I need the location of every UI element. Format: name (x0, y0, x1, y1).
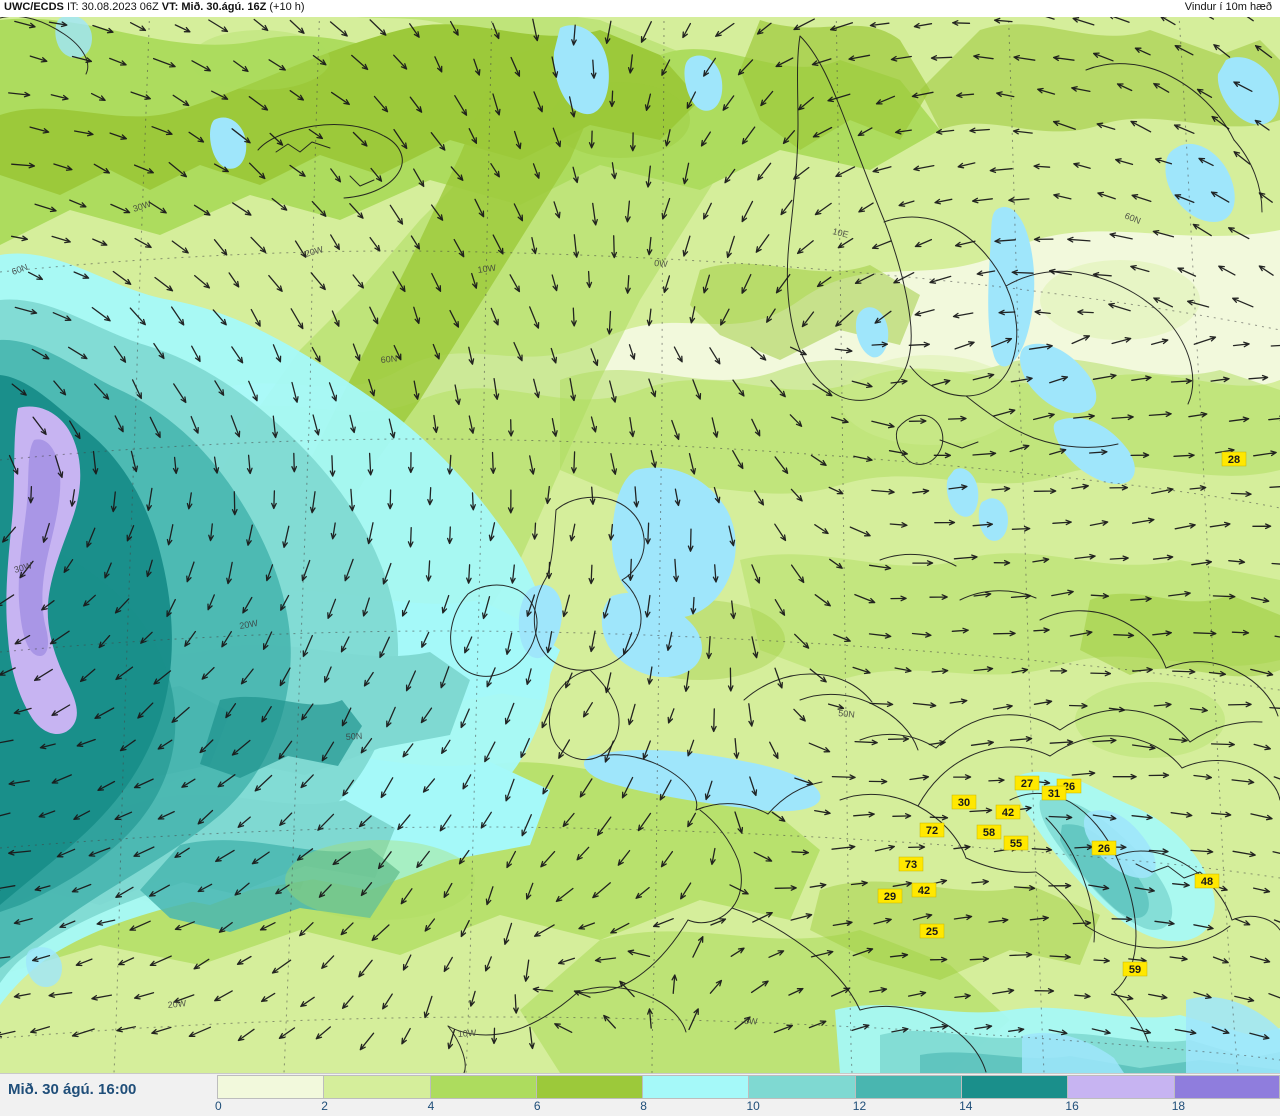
colorbar-tick-labels: 0 2 4 6 8 10 12 14 16 18 (217, 1099, 1280, 1115)
station-value-text: 27 (1021, 778, 1033, 790)
station-value-text: 42 (1002, 807, 1014, 819)
colorbar-swatch (642, 1075, 748, 1099)
station-value-text: 55 (1010, 838, 1022, 850)
colorbar-tick: 6 (534, 1099, 541, 1113)
station-value-text: 26 (1098, 843, 1110, 855)
station-value-text: 31 (1048, 788, 1060, 800)
station-value-text: 30 (958, 797, 970, 809)
station-value-text: 48 (1201, 876, 1213, 888)
graticule-label: 0W (744, 1016, 758, 1026)
map-footer: Mið. 30 ágú. 16:00 0 2 4 6 8 10 12 14 16 18 (0, 1073, 1280, 1116)
colorbar-tick: 4 (428, 1099, 435, 1113)
model-name: UWC/ECDS (4, 1, 64, 13)
colorbar-tick: 18 (1172, 1099, 1185, 1113)
station-value-text: 72 (926, 825, 938, 837)
colorbar-swatch (430, 1075, 536, 1099)
station-value-text: 42 (918, 885, 930, 897)
colorbar-swatch (536, 1075, 642, 1099)
station-value-text: 25 (926, 926, 938, 938)
colorbar-tick: 16 (1065, 1099, 1078, 1113)
init-time-value: 30.08.2023 06Z (82, 1, 159, 13)
graticule-label: 20W (167, 998, 187, 1010)
parameter-title: Vindur í 10m hæð (1185, 1, 1272, 13)
colorbar-swatch (748, 1075, 854, 1099)
colorbar-tick: 10 (747, 1099, 760, 1113)
map-header: UWC/ECDS IT: 30.08.2023 06Z VT: Mið. 30.… (0, 0, 1280, 17)
colorbar-tick: 0 (215, 1099, 222, 1113)
colorbar-swatch (1067, 1075, 1173, 1099)
station-value-text: 29 (884, 891, 896, 903)
lead-time: (+10 h) (269, 1, 304, 13)
colorbar-tick: 2 (321, 1099, 328, 1113)
header-forecast-info: UWC/ECDS IT: 30.08.2023 06Z VT: Mið. 30.… (4, 1, 305, 13)
map-svg: 30W20W10W0W10E60N60N60N30W20W50N50N20W10… (0, 0, 1280, 1073)
colorbar-swatch (1174, 1075, 1280, 1099)
graticule-label: 50N (345, 731, 362, 742)
colorbar[interactable] (217, 1075, 1280, 1099)
colorbar-swatch (217, 1075, 323, 1099)
graticule-label: 0W (654, 258, 669, 269)
colorbar-swatch (855, 1075, 961, 1099)
init-time-label: IT: (67, 1, 79, 13)
station-value-text: 73 (905, 859, 917, 871)
valid-time-label: VT: (162, 1, 179, 13)
colorbar-tick: 14 (959, 1099, 972, 1113)
colorbar-swatch (323, 1075, 429, 1099)
colorbar-tick: 8 (640, 1099, 647, 1113)
graticule-label: 60N (380, 353, 397, 365)
valid-timestamp: Mið. 30 ágú. 16:00 (8, 1081, 136, 1098)
station-value-text: 28 (1228, 454, 1240, 466)
colorbar-swatch (961, 1075, 1067, 1099)
graticule-label: 50N (838, 708, 855, 720)
station-value-text: 58 (983, 827, 995, 839)
graticule-label: 10W (457, 1028, 477, 1039)
station-value-text: 59 (1129, 964, 1141, 976)
colorbar-tick: 12 (853, 1099, 866, 1113)
valid-time-value: Mið. 30.ágú. 16Z (181, 1, 266, 13)
